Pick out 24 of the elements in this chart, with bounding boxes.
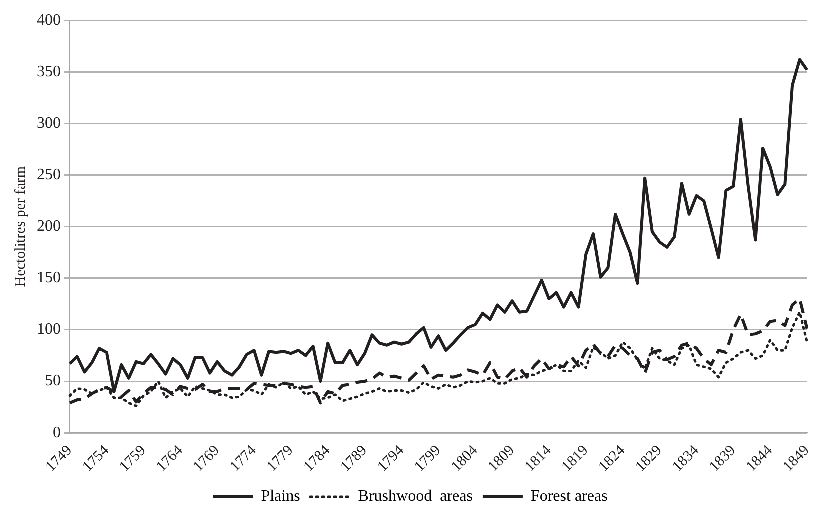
x-tick-label: 1829	[632, 442, 666, 476]
y-tick-label: 200	[37, 218, 61, 236]
y-tick-label: 350	[37, 63, 61, 80]
y-tick-label: 150	[37, 270, 61, 287]
x-tick-label: 1749	[43, 442, 76, 476]
x-tick-label: 1779	[264, 442, 297, 476]
legend-label: Forest areas	[530, 488, 608, 506]
legend-label: Plains	[261, 488, 300, 506]
y-tick-label: 0	[53, 424, 61, 442]
x-tick-label: 1849	[780, 442, 813, 476]
y-axis-title: Hectolitres per farm	[12, 166, 29, 288]
legend-label: Brushwood areas	[358, 488, 473, 506]
x-tick-label: 1799	[412, 442, 444, 476]
x-tick-label: 1809	[485, 442, 518, 476]
x-tick-label: 1759	[116, 442, 150, 476]
x-tick-label: 1819	[559, 442, 592, 476]
y-tick-label: 100	[37, 321, 61, 338]
x-tick-label: 1839	[706, 442, 740, 476]
y-tick-label: 250	[37, 166, 61, 184]
y-tick-label: 400	[37, 12, 61, 29]
y-tick-label: 50	[45, 372, 61, 390]
x-tick-label: 1769	[190, 442, 224, 476]
x-tick-label: 1789	[338, 442, 371, 476]
y-tick-label: 300	[37, 114, 61, 132]
